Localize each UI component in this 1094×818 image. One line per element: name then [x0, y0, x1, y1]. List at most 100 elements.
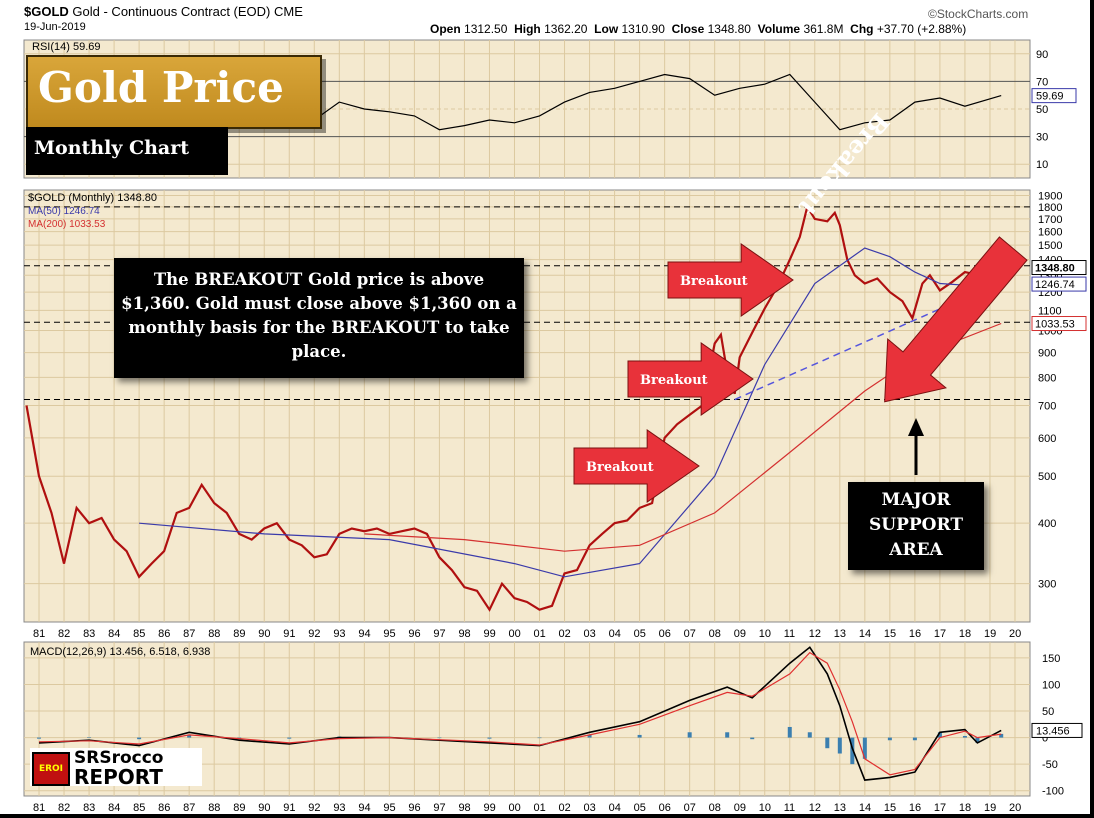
x-tick-label-bottom: 13 [834, 802, 846, 814]
support-arrow-head [908, 418, 924, 436]
x-tick-label-bottom: 98 [458, 802, 470, 814]
x-tick-label-bottom: 11 [784, 802, 795, 814]
source-credit: ©StockCharts.com [928, 7, 1029, 21]
close-value: 1348.80 [707, 22, 751, 36]
low-label: Low [594, 22, 619, 36]
x-tick-label: 90 [258, 628, 270, 640]
symbol: $GOLD [24, 4, 69, 19]
chart-date: 19-Jun-2019 [24, 21, 86, 33]
price-y-tick: 1800 [1038, 202, 1062, 214]
x-tick-label: 89 [233, 628, 245, 640]
x-tick-label: 10 [759, 628, 771, 640]
x-tick-label: 07 [684, 628, 696, 640]
breakout-arrow-big-shape [884, 236, 1028, 403]
price-y-tick: 1500 [1038, 240, 1062, 252]
rsi-y-tick: 10 [1036, 159, 1048, 171]
price-y-tick: 1600 [1038, 227, 1062, 239]
x-tick-label: 15 [884, 628, 896, 640]
macd-histogram-bar [587, 734, 592, 738]
x-tick-label: 96 [408, 628, 420, 640]
x-tick-label-bottom: 14 [859, 802, 871, 814]
rsi-legend: RSI(14) 59.69 [32, 41, 100, 53]
x-tick-label: 02 [559, 628, 571, 640]
x-tick-label: 08 [709, 628, 721, 640]
x-tick-label-bottom: 84 [108, 802, 120, 814]
x-tick-label-bottom: 16 [909, 802, 921, 814]
breakout-arrow-1: Breakout [573, 429, 700, 503]
x-tick-label: 14 [859, 628, 871, 640]
high-label: High [514, 22, 541, 36]
x-tick-label-bottom: 92 [308, 802, 320, 814]
x-tick-label: 04 [609, 628, 621, 640]
x-tick-label: 97 [433, 628, 445, 640]
rsi-y-tick: 30 [1036, 132, 1048, 144]
rsi-value-box [1031, 88, 1077, 104]
x-tick-label-bottom: 91 [283, 802, 295, 814]
support-box: MAJOR SUPPORT AREA [848, 482, 984, 570]
macd-histogram-bar [87, 737, 92, 738]
breakout-arrow-2-label: Breakout [640, 373, 708, 388]
x-tick-label: 19 [984, 628, 996, 640]
x-tick-label-bottom: 20 [1009, 802, 1021, 814]
volume-value: 361.8M [803, 22, 844, 36]
price-value-label: 1033.53 [1035, 319, 1075, 331]
macd-histogram-bar [837, 737, 842, 754]
x-tick-label: 06 [659, 628, 671, 640]
macd-histogram-bar [487, 737, 492, 739]
gold-price-line [25, 204, 1003, 612]
macd-histogram-bar [862, 737, 867, 759]
x-tick-label-bottom: 01 [534, 802, 546, 814]
x-tick-label: 84 [108, 628, 120, 640]
x-tick-label-bottom: 15 [884, 802, 896, 814]
x-tick-label: 11 [784, 628, 795, 640]
macd-histogram-bar [937, 732, 942, 738]
price-y-tick: 1700 [1038, 214, 1062, 226]
x-tick-label-bottom: 18 [959, 802, 971, 814]
breakout-arrow-3-shape [667, 243, 794, 317]
price-y-tick: 700 [1038, 400, 1056, 412]
macd-value-label: 13.456 [1036, 725, 1070, 737]
macd-histogram-bar [912, 737, 917, 741]
x-tick-label-bottom: 17 [934, 802, 946, 814]
macd-histogram-bar [187, 734, 192, 738]
contract-name: Gold - Continuous Contract (EOD) [72, 4, 271, 19]
title-banner: Gold Price [26, 55, 322, 129]
breakout-arrow-2: Breakout [627, 342, 754, 416]
x-tick-label-bottom: 97 [433, 802, 445, 814]
x-tick-label: 87 [183, 628, 195, 640]
x-tick-label-bottom: 02 [559, 802, 571, 814]
x-tick-label: 81 [33, 628, 45, 640]
x-tick-label-bottom: 85 [133, 802, 145, 814]
price-y-tick: 500 [1038, 471, 1056, 483]
macd-y-tick: 100 [1042, 679, 1060, 691]
breakout-arrow-3: Breakout [667, 243, 794, 317]
macd-histogram-bar [37, 737, 42, 739]
x-tick-label-bottom: 99 [483, 802, 495, 814]
macd-histogram-bar [287, 737, 292, 739]
price-y-tick: 900 [1038, 348, 1056, 360]
x-tick-label: 95 [383, 628, 395, 640]
breakout-arrow-3-label: Breakout [680, 274, 748, 289]
x-tick-label-bottom: 00 [508, 802, 520, 814]
low-value: 1310.90 [621, 22, 665, 36]
macd-legend: MACD(12,26,9) 13.456, 6.518, 6.938 [30, 646, 210, 658]
support-text: MAJOR SUPPORT AREA [848, 488, 984, 563]
macd-histogram-bar [687, 732, 692, 738]
x-tick-label-bottom: 03 [584, 802, 596, 814]
ma50-line [139, 247, 1002, 578]
price-value-box [1031, 276, 1087, 292]
breakout-arrow-1-label: Breakout [586, 460, 654, 475]
volume-label: Volume [757, 22, 801, 36]
price-y-tick: 600 [1038, 433, 1056, 445]
annotation-box: The BREAKOUT Gold price is above $1,360.… [114, 258, 524, 378]
macd-y-tick: -50 [1042, 759, 1058, 771]
exchange: CME [274, 4, 303, 19]
x-tick-label: 17 [934, 628, 946, 640]
x-tick-label-bottom: 12 [809, 802, 821, 814]
macd-y-tick: 150 [1042, 653, 1060, 665]
support-line: AREA [889, 540, 943, 560]
x-tick-label: 92 [308, 628, 320, 640]
x-tick-label: 18 [959, 628, 971, 640]
macd-histogram-bar [787, 726, 792, 738]
x-tick-label-bottom: 81 [33, 802, 45, 814]
